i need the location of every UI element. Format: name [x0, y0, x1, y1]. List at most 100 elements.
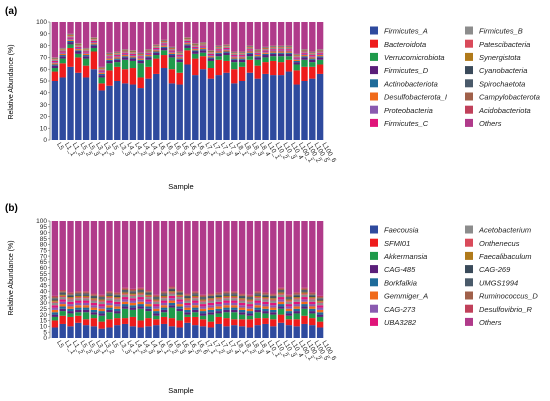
legend-item: Cyanobacteria — [465, 66, 527, 75]
bar-segment — [121, 287, 129, 289]
bar-segment — [246, 72, 254, 140]
bar-segment — [121, 69, 129, 84]
bar-segment — [254, 297, 261, 299]
bar-segment — [145, 56, 152, 58]
bar-segment — [106, 307, 113, 310]
bar-segment — [114, 297, 121, 299]
bar-segment — [75, 50, 82, 52]
bar-segment — [285, 306, 293, 309]
bar-segment — [121, 53, 129, 56]
bar-segment — [293, 297, 300, 299]
bar-segment — [51, 64, 59, 66]
bar-segment — [98, 69, 105, 71]
bar-segment — [246, 294, 254, 296]
bar-segment — [316, 312, 324, 315]
bar-segment — [129, 291, 137, 293]
bar-segment — [137, 221, 144, 288]
bar-segment — [90, 305, 98, 308]
bar-segment — [145, 59, 152, 67]
bar-segment — [223, 307, 230, 310]
bar-segment — [192, 50, 199, 52]
bar-segment — [207, 53, 215, 56]
legend-item: Actinobacteriota — [370, 79, 438, 88]
bar-segment — [254, 293, 261, 295]
bar-segment — [231, 325, 238, 338]
bar-segment — [168, 52, 176, 54]
bar-segment — [160, 221, 168, 292]
panel-a-axes: 0 10 20 30 40 50 60 70 80 90 100 — [36, 19, 51, 144]
y-tick-label: 100 — [36, 19, 47, 26]
bar-segment — [59, 315, 66, 324]
panel-a-legend: Firmicutes_A Bacteroidota Verrucomicrobiot… — [370, 26, 540, 128]
bar-segment — [270, 302, 277, 306]
bar-segment — [207, 302, 215, 306]
bar-segment — [270, 221, 277, 294]
bar-segment — [51, 65, 59, 69]
bar-segment — [90, 42, 98, 44]
bar-segment — [301, 22, 308, 50]
bar-segment — [176, 22, 183, 52]
bar-segment — [176, 308, 183, 312]
bar-segment — [98, 311, 105, 314]
bar-segment — [184, 300, 191, 303]
legend-label: Actinobacteriota — [383, 79, 438, 88]
stacked-bar — [231, 22, 238, 140]
bar-segment — [309, 59, 316, 63]
bar-segment — [90, 38, 98, 40]
bar-segment — [129, 68, 137, 85]
panel-b-xlabel: Sample — [168, 386, 193, 395]
bar-segment — [114, 55, 121, 57]
bar-segment — [51, 68, 59, 72]
bar-segment — [316, 316, 324, 322]
bar-segment — [184, 38, 191, 40]
bar-segment — [262, 47, 269, 49]
bar-segment — [67, 297, 74, 299]
bar-segment — [192, 49, 199, 51]
bar-segment — [51, 314, 59, 317]
bar-segment — [262, 297, 269, 299]
bar-segment — [75, 309, 82, 313]
bar-segment — [59, 294, 66, 296]
bar-segment — [114, 293, 121, 295]
bar-segment — [67, 326, 74, 338]
legend-label: Ruminococcus_D — [479, 292, 538, 301]
bar-segment — [168, 318, 176, 327]
bar-segment — [254, 65, 261, 79]
bar-segment — [192, 307, 199, 310]
stacked-bar — [184, 22, 191, 140]
bar-segment — [168, 55, 176, 58]
bar-segment — [270, 52, 277, 54]
bar-segment — [207, 327, 215, 338]
legend-swatch — [370, 26, 378, 35]
bar-segment — [246, 304, 254, 307]
legend-item: Campylobacterota — [465, 92, 540, 102]
bar-segment — [82, 50, 90, 52]
bar-segment — [254, 305, 261, 308]
bar-segment — [75, 291, 82, 293]
bar-segment — [168, 83, 176, 140]
bar-segment — [254, 78, 261, 140]
bar-segment — [145, 291, 152, 293]
bar-segment — [137, 288, 144, 291]
bar-segment — [153, 313, 160, 316]
bar-segment — [82, 53, 90, 56]
x-tick-label: L5 — [110, 142, 120, 152]
bar-segment — [293, 299, 300, 302]
bar-segment — [207, 51, 215, 53]
bar-segment — [293, 55, 300, 56]
bar-segment — [129, 221, 137, 289]
bar-segment — [82, 325, 90, 338]
bar-segment — [129, 326, 137, 338]
bar-segment — [301, 299, 308, 302]
bar-segment — [301, 221, 308, 288]
bar-segment — [51, 312, 59, 315]
bar-segment — [285, 53, 293, 57]
bar-segment — [168, 48, 176, 50]
bar-segment — [316, 299, 324, 301]
bar-segment — [75, 302, 82, 306]
legend-swatch — [465, 79, 473, 88]
bar-segment — [82, 49, 90, 50]
bar-segment — [137, 63, 144, 78]
bar-segment — [129, 52, 137, 53]
bar-segment — [277, 52, 285, 54]
